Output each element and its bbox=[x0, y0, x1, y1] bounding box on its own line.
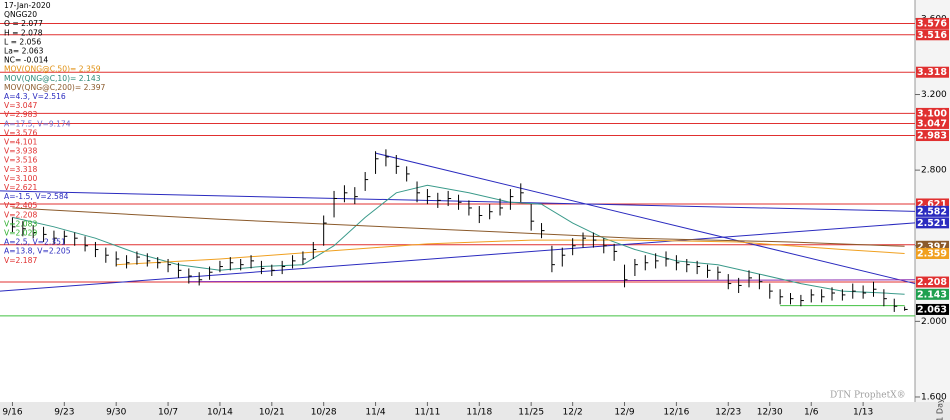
price-label-box bbox=[916, 205, 949, 217]
trendline bbox=[375, 152, 916, 285]
x-tick-label: 12/30 bbox=[757, 408, 783, 418]
price-label: 2.621 bbox=[917, 199, 947, 210]
plot-area bbox=[0, 22, 916, 317]
price-label-box bbox=[916, 240, 949, 252]
price-label-box bbox=[916, 29, 949, 41]
price-label-box bbox=[916, 303, 949, 315]
legend-entry: NC= -0.014 bbox=[4, 56, 48, 65]
moving-average bbox=[12, 207, 905, 247]
x-tick-label: 10/28 bbox=[311, 408, 337, 418]
price-label: 2.983 bbox=[917, 131, 947, 142]
price-label: 2.521 bbox=[917, 218, 947, 229]
x-tick-label: 10/14 bbox=[207, 408, 233, 418]
watermark: DTN ProphetX® bbox=[830, 391, 906, 401]
x-tick-label: 10/7 bbox=[158, 408, 178, 418]
x-tick-label: 12/9 bbox=[614, 408, 634, 418]
x-tick-label: 9/16 bbox=[2, 408, 22, 418]
legend-entry: V=3.516 bbox=[4, 156, 37, 165]
moving-average bbox=[116, 239, 905, 266]
price-label-box bbox=[916, 288, 949, 300]
legend-entry: A=2.5, V=2.351 bbox=[4, 238, 66, 247]
price-label: 2.359 bbox=[917, 248, 947, 259]
price-label-box bbox=[916, 107, 949, 119]
y-tick-label: 2.000 bbox=[921, 317, 947, 327]
x-tick-label: 11/25 bbox=[518, 408, 544, 418]
legend-entry: O = 2.077 bbox=[4, 19, 43, 28]
price-label: 3.047 bbox=[917, 118, 947, 129]
price-label: 2.143 bbox=[917, 289, 947, 300]
legend-entry: L = 2.056 bbox=[4, 37, 41, 46]
legend-entry: V=2.405 bbox=[4, 201, 37, 210]
legend-entry: La= 2.063 bbox=[4, 47, 44, 56]
legend-entry: V=3.100 bbox=[4, 174, 37, 183]
legend-entry: A=17.5, V=9.174 bbox=[4, 119, 71, 128]
legend-entry: A=-1.5, V=2.584 bbox=[4, 192, 69, 201]
price-label-box bbox=[916, 117, 949, 129]
price-label-box bbox=[916, 276, 949, 288]
period-label[interactable]: 1 Day bbox=[936, 398, 945, 420]
legend-entry: V=3.318 bbox=[4, 165, 37, 174]
x-tick-label: 1/6 bbox=[804, 408, 819, 418]
x-tick-label: 10/21 bbox=[259, 408, 285, 418]
legend-entry: V=2.621 bbox=[4, 183, 37, 192]
x-tick-label: 9/30 bbox=[106, 408, 126, 418]
price-label-box bbox=[916, 217, 949, 229]
trendline bbox=[188, 279, 916, 283]
price-label: 3.576 bbox=[917, 18, 947, 29]
price-label-box bbox=[916, 247, 949, 259]
legend-entry: MOV(QNG@C,200)= 2.397 bbox=[4, 83, 106, 92]
legend-entry: V=2.083 bbox=[4, 219, 37, 228]
legend-entry: V=3.576 bbox=[4, 128, 37, 137]
legend-entry: V=2.983 bbox=[4, 110, 37, 119]
x-tick-label: 12/2 bbox=[563, 408, 583, 418]
legend-entry: V=4.101 bbox=[4, 138, 37, 147]
legend-entry: QNGG20 bbox=[4, 10, 37, 19]
x-tick-label: 11/11 bbox=[414, 408, 440, 418]
x-tick-label: 12/23 bbox=[715, 408, 741, 418]
date-axis bbox=[0, 402, 950, 420]
legend-entry: V=2.187 bbox=[4, 256, 37, 265]
price-label: 3.516 bbox=[917, 30, 947, 41]
price-label-box bbox=[916, 198, 949, 210]
price-label: 2.063 bbox=[917, 304, 947, 315]
price-label: 3.318 bbox=[917, 67, 947, 78]
x-tick-label: 12/16 bbox=[663, 408, 689, 418]
price-label-box bbox=[916, 17, 949, 29]
x-tick-label: 11/4 bbox=[365, 408, 385, 418]
price-label-box bbox=[916, 66, 949, 78]
y-tick-label: 2.800 bbox=[921, 166, 947, 176]
price-label: 3.100 bbox=[917, 108, 947, 119]
legend-entry: H = 2.078 bbox=[4, 28, 43, 37]
price-label: 2.208 bbox=[917, 277, 947, 288]
legend-entry: V=2.208 bbox=[4, 210, 37, 219]
price-label-box bbox=[916, 130, 949, 142]
legend-entry: 17-Jan-2020 bbox=[4, 1, 51, 10]
price-label: 2.397 bbox=[917, 241, 947, 252]
legend-entry: V=3.938 bbox=[4, 147, 37, 156]
x-tick-label: 11/18 bbox=[466, 408, 492, 418]
y-tick-label: 3.200 bbox=[921, 90, 947, 100]
trendline bbox=[0, 190, 916, 212]
x-tick-label: 9/23 bbox=[54, 408, 74, 418]
legend-entry: A=13.8, V=2.205 bbox=[4, 247, 71, 256]
trendline bbox=[0, 222, 916, 292]
y-tick-label: 1.600 bbox=[921, 392, 947, 402]
price-label: 2.582 bbox=[917, 206, 947, 217]
legend-entry: MOV(QNG@C,10)= 2.143 bbox=[4, 74, 101, 83]
legend-entry: V=3.047 bbox=[4, 101, 37, 110]
x-tick-label: 1/13 bbox=[853, 408, 873, 418]
legend-entry: MOV(QNG@C,50)= 2.359 bbox=[4, 65, 101, 74]
legend-entry: A=4.3, V=2.516 bbox=[4, 92, 66, 101]
legend-entry: V=2.029 bbox=[4, 229, 37, 238]
